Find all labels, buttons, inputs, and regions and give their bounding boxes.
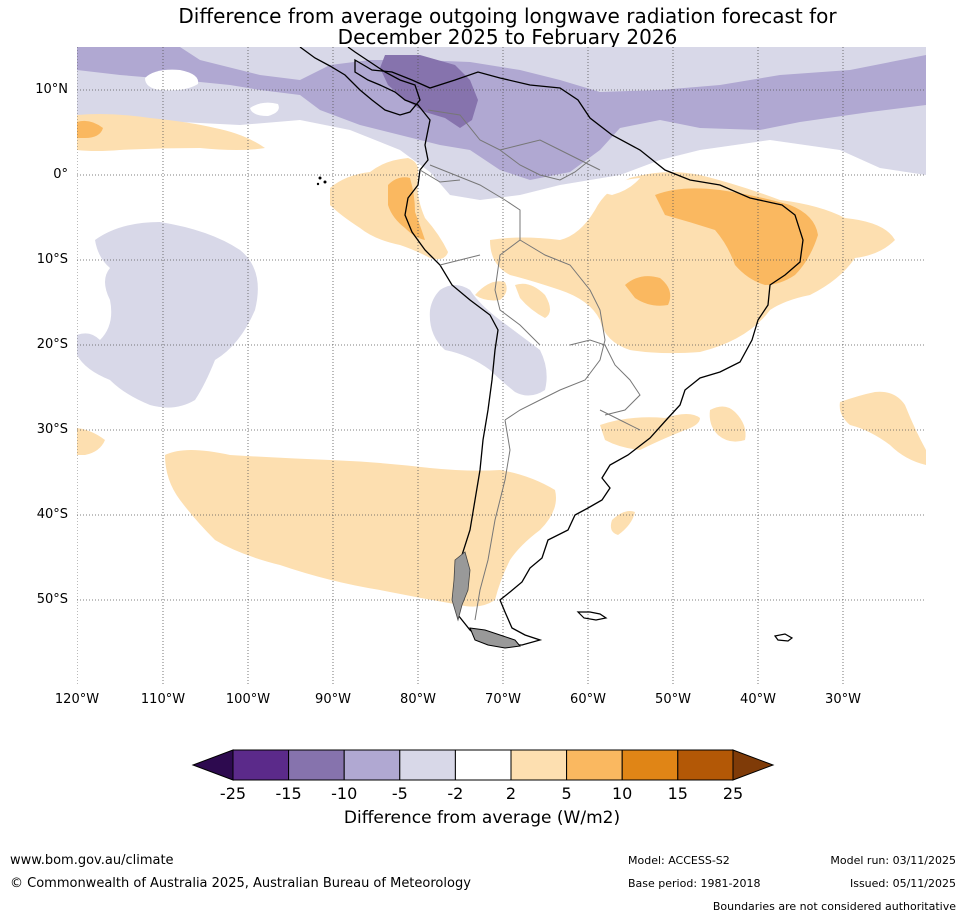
map-title-line-2: December 2025 to February 2026 [337, 25, 678, 49]
lon-label-60w: 60°W [570, 692, 606, 707]
chile-archipelago [451, 551, 471, 622]
footer-website[interactable]: www.bom.gov.au/climate [10, 853, 174, 868]
colorbar-tick: -10 [331, 784, 358, 803]
anomaly-region-neg-light-andes [429, 285, 547, 396]
lat-label-20s: 20°S [36, 337, 68, 352]
footer-copyright: © Commonwealth of Australia 2025, Austra… [10, 876, 471, 891]
anomaly-region-pos-light-small-3 [515, 283, 550, 318]
lat-label-40s: 40°S [36, 507, 68, 522]
lon-label-80w: 80°W [400, 692, 436, 707]
lon-label-110w: 110°W [140, 692, 186, 707]
footer-disclaimer: Boundaries are not considered authoritat… [712, 900, 956, 913]
colorbar-bin-neg-2-5 [399, 749, 456, 781]
lon-label-120w: 120°W [54, 692, 100, 707]
lat-label-0: 0° [53, 167, 68, 182]
colorbar-bin-neg-10-15 [288, 749, 345, 781]
country-borders [419, 109, 641, 621]
lon-label-40w: 40°W [740, 692, 776, 707]
anomaly-region-pos-light-atlantic [709, 406, 746, 442]
colorbar-tick: -5 [391, 784, 408, 803]
anomaly-region-pos-medium-brazil [655, 188, 818, 285]
anomaly-region-neg-medium [77, 47, 926, 180]
colorbar-bin-pos-2-5 [510, 749, 568, 781]
anomaly-region-pos-light-small-2 [610, 511, 635, 535]
lat-label-10n: 10°N [35, 82, 68, 97]
coastline-central-america [299, 47, 421, 116]
colorbar-bin-pos-5-10 [566, 749, 623, 781]
footer-issued: Issued: 05/11/2025 [849, 877, 956, 890]
lat-label-10s: 10°S [36, 252, 68, 267]
anomaly-region-pos-medium-central [625, 276, 671, 306]
colorbar [191, 749, 775, 781]
anomaly-region-neg-dark [380, 55, 478, 128]
colorbar-tick: 15 [667, 784, 688, 803]
colorbar-label: Difference from average (W/m2) [343, 808, 621, 828]
anomaly-region-pos-light-small [475, 281, 507, 301]
colorbar-tick: -25 [219, 784, 247, 803]
anomaly-region-pos-light-east-atlantic [839, 391, 926, 465]
colorbar-bin-neg-5-10 [343, 749, 401, 781]
footer-model-run: Model run: 03/11/2025 [830, 854, 956, 867]
footer-model: Model: ACCESS-S2 [628, 854, 730, 867]
coastline-south-america [354, 58, 804, 646]
colorbar-tick: -2 [447, 784, 464, 803]
colorbar-tick: 2 [505, 784, 517, 803]
lon-label-90w: 90°W [315, 692, 351, 707]
anomaly-region-neutral-top [145, 69, 199, 91]
lat-label-30s: 30°S [36, 422, 68, 437]
colorbar-high-extend [732, 749, 775, 781]
tierra-del-fuego [469, 627, 521, 649]
anomaly-region-neutral-top-2 [250, 102, 279, 116]
lat-label-50s: 50°S [36, 592, 68, 607]
colorbar-tick: 25 [722, 784, 744, 803]
south-georgia [773, 633, 794, 642]
galapagos-islands [316, 176, 327, 186]
anomaly-region-neutral-east [600, 178, 640, 195]
anomaly-region-pos-light-pacific-north [77, 114, 265, 151]
colorbar-bin-neutral [454, 749, 512, 781]
falkland-islands [576, 611, 608, 621]
colorbar-tick: -15 [275, 784, 302, 803]
colorbar-tick: 5 [561, 784, 572, 803]
graticule [77, 47, 926, 685]
lon-label-30w: 30°W [825, 692, 861, 707]
lon-label-50w: 50°W [655, 692, 691, 707]
map-title-line-1: Difference from average outgoing longwav… [178, 4, 837, 28]
colorbar-bin-pos-10-15 [621, 749, 679, 781]
anomaly-region-neg-light-pacific [77, 222, 258, 408]
colorbar-tick: 10 [612, 784, 633, 803]
anomaly-region-pos-light-west [77, 428, 105, 455]
colorbar-low-extend [191, 749, 234, 781]
lon-label-70w: 70°W [485, 692, 521, 707]
anomaly-region-pos-medium-pacific [77, 120, 103, 138]
lon-label-100w: 100°W [225, 692, 271, 707]
footer-base-period: Base period: 1981-2018 [628, 877, 761, 890]
colorbar-bin-neg-15-25 [232, 749, 290, 781]
colorbar-bin-pos-15-25 [677, 749, 734, 781]
